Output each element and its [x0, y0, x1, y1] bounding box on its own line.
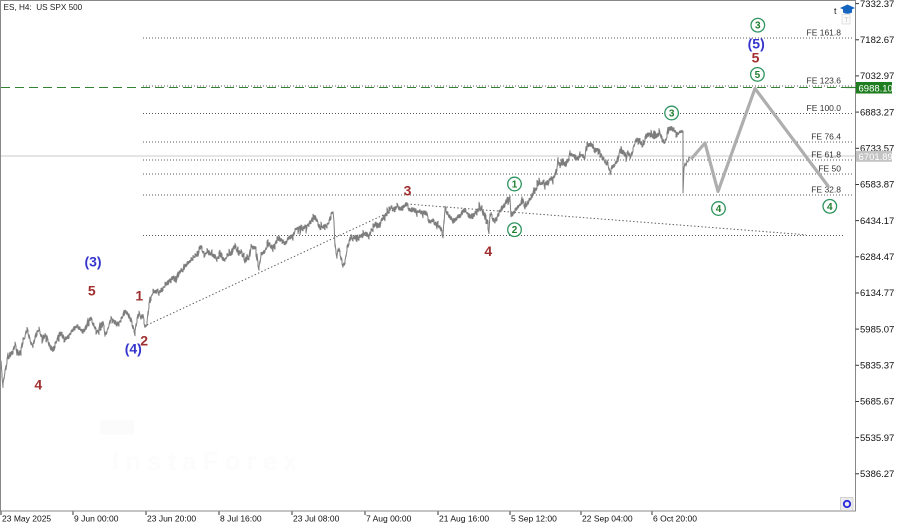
svg-text:2: 2: [512, 225, 518, 236]
svg-text:1: 1: [135, 288, 143, 304]
svg-text:FE 61.8: FE 61.8: [811, 150, 841, 160]
svg-text:4: 4: [716, 204, 722, 215]
svg-text:7182.67: 7182.67: [860, 35, 894, 46]
svg-text:23 May 2025: 23 May 2025: [2, 514, 51, 524]
svg-text:(4): (4): [125, 341, 142, 357]
svg-text:6988.10: 6988.10: [859, 83, 893, 94]
svg-text:6134.77: 6134.77: [860, 288, 894, 299]
svg-text:9 Jun 00:00: 9 Jun 00:00: [74, 514, 119, 524]
svg-text:T: T: [844, 15, 849, 24]
svg-text:6733.57: 6733.57: [860, 144, 894, 155]
svg-text:6701.89: 6701.89: [859, 152, 893, 163]
svg-text:FE 100.0: FE 100.0: [807, 103, 842, 113]
svg-text:6883.27: 6883.27: [860, 107, 894, 118]
svg-text:1: 1: [512, 180, 518, 191]
svg-text:FE 123.6: FE 123.6: [807, 76, 842, 86]
svg-text:7332.37: 7332.37: [860, 0, 894, 10]
svg-text:4: 4: [34, 377, 42, 393]
svg-text:6583.87: 6583.87: [860, 180, 894, 191]
svg-text:FE 161.8: FE 161.8: [807, 28, 842, 38]
svg-text:(5): (5): [748, 35, 765, 51]
svg-text:23 Jul 08:00: 23 Jul 08:00: [293, 514, 340, 524]
svg-text:3: 3: [404, 183, 412, 199]
svg-text:5535.97: 5535.97: [860, 433, 894, 444]
svg-text:(3): (3): [84, 254, 101, 270]
svg-text:3: 3: [669, 109, 675, 120]
svg-text:5: 5: [88, 283, 96, 299]
svg-text:FE 50: FE 50: [818, 164, 841, 174]
svg-text:8 Jul 16:00: 8 Jul 16:00: [220, 514, 262, 524]
svg-text:22 Sep 04:00: 22 Sep 04:00: [582, 514, 633, 524]
svg-text:4: 4: [484, 243, 492, 259]
svg-text:FE 76.4: FE 76.4: [811, 132, 841, 142]
svg-text:3: 3: [755, 21, 761, 32]
svg-text:5386.27: 5386.27: [860, 469, 894, 480]
svg-text:5: 5: [752, 49, 760, 65]
svg-text:6434.17: 6434.17: [860, 216, 894, 227]
svg-text:5: 5: [755, 70, 761, 81]
svg-text:5685.67: 5685.67: [860, 397, 894, 408]
svg-text:7032.97: 7032.97: [860, 71, 894, 82]
svg-text:t: t: [834, 6, 837, 16]
svg-text:5835.37: 5835.37: [860, 361, 894, 372]
svg-text:FE 32.8: FE 32.8: [811, 185, 841, 195]
svg-text:2: 2: [140, 333, 148, 349]
svg-text:ES, H4: US SPX 500: ES, H4: US SPX 500: [4, 3, 83, 12]
svg-text:7 Aug 00:00: 7 Aug 00:00: [366, 514, 412, 524]
svg-text:6284.47: 6284.47: [860, 252, 894, 263]
svg-text:InstaForex: InstaForex: [112, 446, 304, 476]
svg-text:4: 4: [827, 202, 833, 213]
svg-text:21 Aug 16:00: 21 Aug 16:00: [439, 514, 489, 524]
svg-text:23 Jun 20:00: 23 Jun 20:00: [147, 514, 196, 524]
svg-text:5985.07: 5985.07: [860, 324, 894, 335]
svg-text:5 Sep 12:00: 5 Sep 12:00: [511, 514, 557, 524]
svg-text:6 Oct 20:00: 6 Oct 20:00: [653, 514, 697, 524]
